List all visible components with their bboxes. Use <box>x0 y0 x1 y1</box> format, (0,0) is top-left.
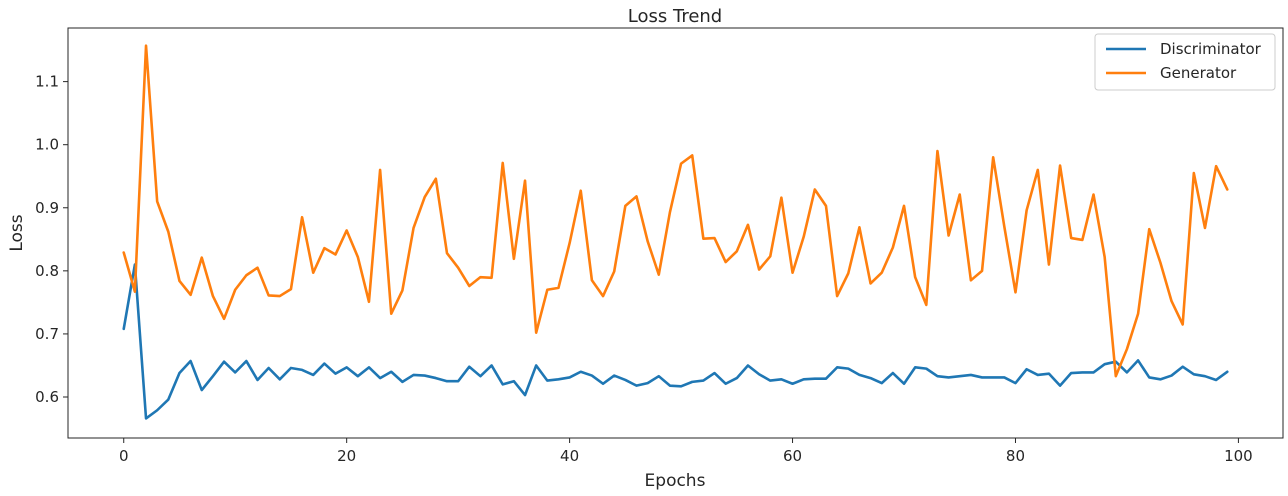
y-tick-label: 0.8 <box>35 262 59 280</box>
chart-title: Loss Trend <box>628 6 722 27</box>
x-axis: 0 20 40 60 80 100 <box>119 438 1253 465</box>
plot-area <box>122 44 1229 420</box>
x-tick-label: 80 <box>1006 447 1025 465</box>
y-tick-label: 1.0 <box>35 136 59 154</box>
legend: Discriminator Generator <box>1094 33 1276 91</box>
series-line-generator <box>122 44 1229 378</box>
series-line-discriminator <box>122 263 1229 420</box>
x-tick-label: 40 <box>560 447 579 465</box>
y-tick-label: 0.9 <box>35 199 59 217</box>
plot-frame <box>67 27 1284 439</box>
x-tick-label: 100 <box>1224 447 1253 465</box>
legend-label: Generator <box>1160 64 1237 82</box>
x-tick-label: 0 <box>119 447 129 465</box>
y-axis-label: Loss <box>7 214 27 251</box>
y-tick-label: 0.6 <box>35 388 59 406</box>
y-tick-label: 1.1 <box>35 73 59 91</box>
x-tick-label: 20 <box>337 447 356 465</box>
x-tick-label: 60 <box>783 447 802 465</box>
y-axis: 0.6 0.7 0.8 0.9 1.0 1.1 <box>35 73 68 406</box>
x-axis-label: Epochs <box>645 471 706 491</box>
y-tick-label: 0.7 <box>35 325 59 343</box>
legend-label: Discriminator <box>1160 40 1262 58</box>
